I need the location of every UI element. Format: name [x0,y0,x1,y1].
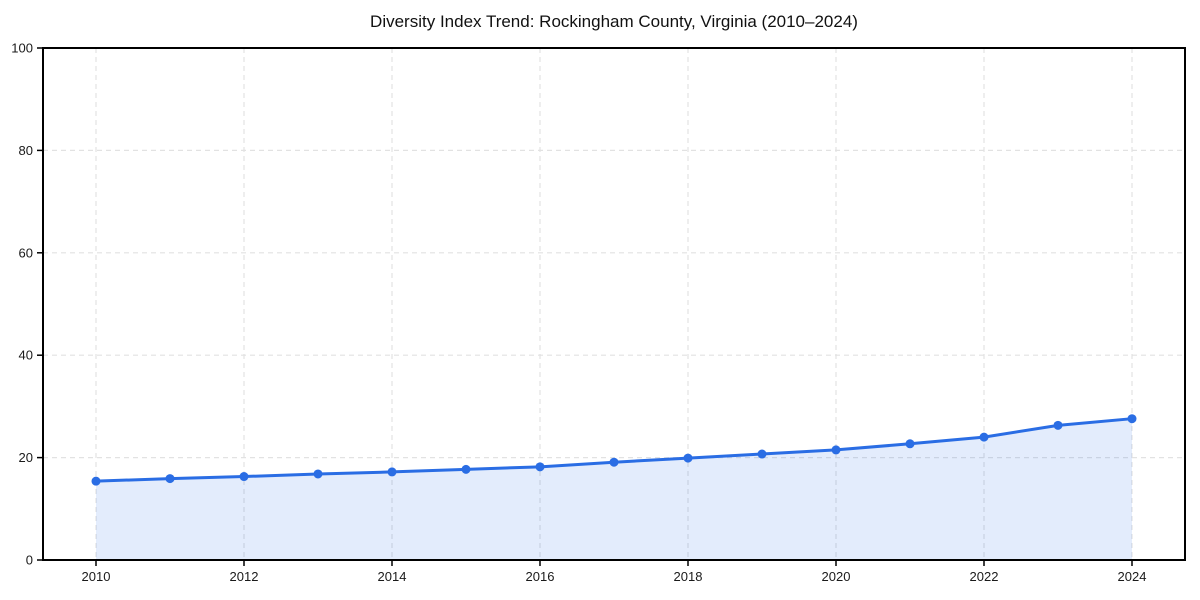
data-point [461,464,471,474]
y-tick-label: 0 [26,553,33,568]
x-tick-label: 2022 [970,569,999,584]
x-tick-label: 2020 [822,569,851,584]
axes-layer: 0 20 40 60 80 100 2010 2012 2014 2016 2018 2020 2022… [11,41,1186,584]
data-point [683,453,693,463]
data-point [165,474,175,484]
chart-title: Diversity Index Trend: Rockingham County… [370,12,858,31]
x-tick-label: 2010 [82,569,111,584]
data-point [979,432,989,442]
data-point [239,472,249,482]
data-point [535,462,545,472]
x-tick-label: 2014 [378,569,407,584]
y-tick-label: 20 [19,450,33,465]
x-tick-label: 2024 [1118,569,1147,584]
data-point [757,449,767,459]
data-point [387,467,397,477]
y-tick-label: 40 [19,348,33,363]
data-point [91,476,101,486]
data-point [313,469,323,479]
data-point [1127,414,1137,424]
y-tick-label: 100 [11,41,33,56]
data-point [1053,420,1063,430]
x-tick-label: 2018 [674,569,703,584]
series-layer [91,414,1137,560]
data-point [609,457,619,467]
x-tick-label: 2012 [230,569,259,584]
plot-frame [42,47,1186,561]
data-point [831,445,841,455]
x-tick-label: 2016 [526,569,555,584]
y-tick-label: 60 [19,245,33,260]
area-fill [96,418,1132,560]
data-point [905,439,915,449]
y-tick-label: 80 [19,143,33,158]
